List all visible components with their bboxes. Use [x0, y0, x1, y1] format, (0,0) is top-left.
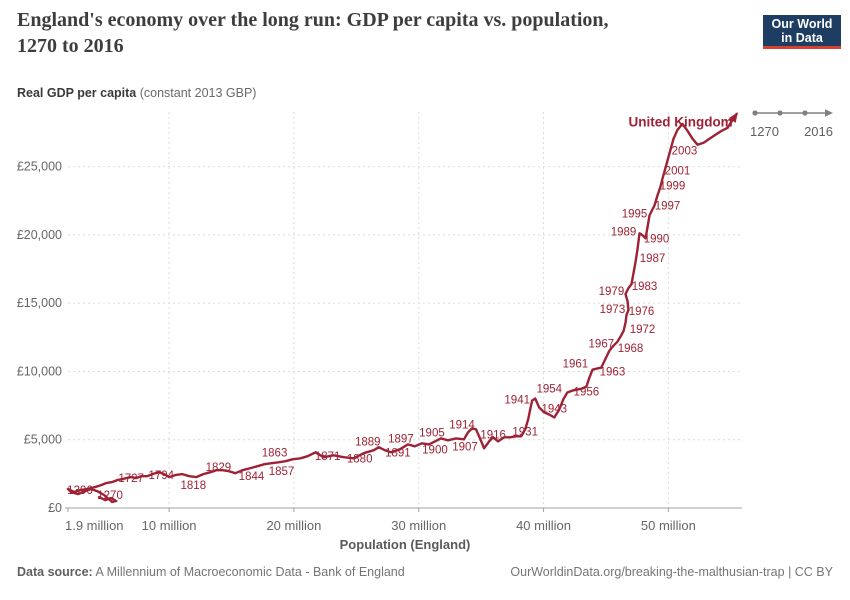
y-tick-label: £15,000: [17, 296, 62, 310]
year-label: 1989: [611, 226, 637, 238]
x-tick-label: 50 million: [641, 518, 696, 533]
y-axis-unit-label: (constant 2013 GBP): [136, 86, 257, 100]
chart-title: England's economy over the long run: GDP…: [17, 7, 757, 59]
year-label: 1727: [118, 473, 144, 485]
year-label: 1983: [632, 281, 658, 293]
data-source: Data source: A Millennium of Macroeconom…: [17, 565, 405, 579]
data-source-label: Data source:: [17, 565, 93, 579]
chart-title-line1: England's economy over the long run: GDP…: [17, 9, 609, 31]
year-label: 1943: [541, 403, 567, 415]
timeline-start-handle[interactable]: [752, 110, 758, 116]
year-label: 1871: [315, 451, 341, 463]
x-tick-label: 20 million: [266, 518, 321, 533]
gdp-vs-population-line[interactable]: [66, 112, 738, 504]
year-label: 1907: [452, 441, 478, 453]
y-axis-metric-label: Real GDP per capita: [17, 86, 137, 100]
timeline-dot[interactable]: [802, 110, 808, 116]
timeline-slider[interactable]: [745, 104, 840, 122]
year-label: 1976: [629, 306, 655, 318]
timeline-play-arrow-icon[interactable]: [825, 109, 833, 117]
year-label: 1954: [536, 384, 562, 396]
year-label: 1968: [618, 343, 644, 355]
year-label: 1905: [419, 427, 445, 439]
year-label: 1956: [574, 387, 600, 399]
year-label: 1891: [385, 447, 411, 459]
timeline-end-year[interactable]: 2016: [804, 124, 833, 139]
year-label: 1995: [622, 208, 648, 220]
year-label: 1967: [589, 339, 615, 351]
year-label: 1863: [262, 447, 288, 459]
y-tick-label: £20,000: [17, 228, 62, 242]
year-label: 1914: [449, 419, 475, 431]
year-label: 1829: [206, 462, 232, 474]
year-label: 1844: [239, 471, 265, 483]
x-tick-label: 1.9 million: [65, 518, 124, 533]
year-label: 1270: [97, 490, 123, 502]
x-tick-label: 40 million: [516, 518, 571, 533]
year-label: 1941: [504, 395, 530, 407]
x-axis-title: Population (England): [340, 537, 471, 552]
year-label: 1916: [480, 429, 506, 441]
year-label: 1999: [660, 180, 686, 192]
year-label: 1973: [600, 304, 626, 316]
data-source-text: A Millennium of Macroeconomic Data - Ban…: [92, 565, 405, 579]
year-label: 1396: [67, 485, 93, 497]
year-label: 1979: [599, 286, 625, 298]
year-label: 1990: [644, 233, 670, 245]
y-tick-label: £5,000: [24, 433, 62, 447]
year-label: 1889: [355, 436, 381, 448]
footer-link[interactable]: OurWorldinData.org/breaking-the-malthusi…: [510, 565, 833, 579]
year-label: 2003: [672, 146, 698, 158]
y-tick-label: £10,000: [17, 364, 62, 378]
year-label: 1987: [640, 253, 666, 265]
chart-footer: Data source: A Millennium of Macroeconom…: [0, 565, 850, 579]
line-end-arrow-icon: [728, 112, 738, 123]
year-label: 1818: [181, 480, 207, 492]
year-label: 1931: [512, 426, 538, 438]
year-label: 1900: [422, 444, 448, 456]
year-label: 1963: [600, 367, 626, 379]
x-tick-label: 10 million: [142, 518, 197, 533]
year-label: 1794: [148, 470, 174, 482]
chart-subtitle: Real GDP per capita (constant 2013 GBP): [17, 86, 256, 100]
year-label: 1961: [563, 359, 589, 371]
y-tick-label: £0: [48, 501, 62, 515]
year-label: 1997: [655, 200, 681, 212]
year-label: 2001: [665, 166, 691, 178]
y-tick-label: £25,000: [17, 160, 62, 174]
chart-title-line2: 1270 to 2016: [17, 35, 124, 57]
owid-logo[interactable]: Our World in Data: [763, 15, 841, 49]
timeline-start-year[interactable]: 1270: [750, 124, 779, 139]
timeline-control[interactable]: 1270 2016: [745, 104, 840, 139]
year-label: 1897: [388, 433, 414, 445]
timeline-dot[interactable]: [777, 110, 783, 116]
x-tick-label: 30 million: [391, 518, 446, 533]
year-label: 1880: [347, 453, 373, 465]
owid-logo-line1: Our World: [771, 17, 833, 31]
year-label: 1857: [269, 466, 295, 478]
year-label: 1972: [630, 324, 656, 336]
entity-label: United Kingdom: [628, 114, 732, 129]
owid-logo-line2: in Data: [781, 31, 823, 45]
